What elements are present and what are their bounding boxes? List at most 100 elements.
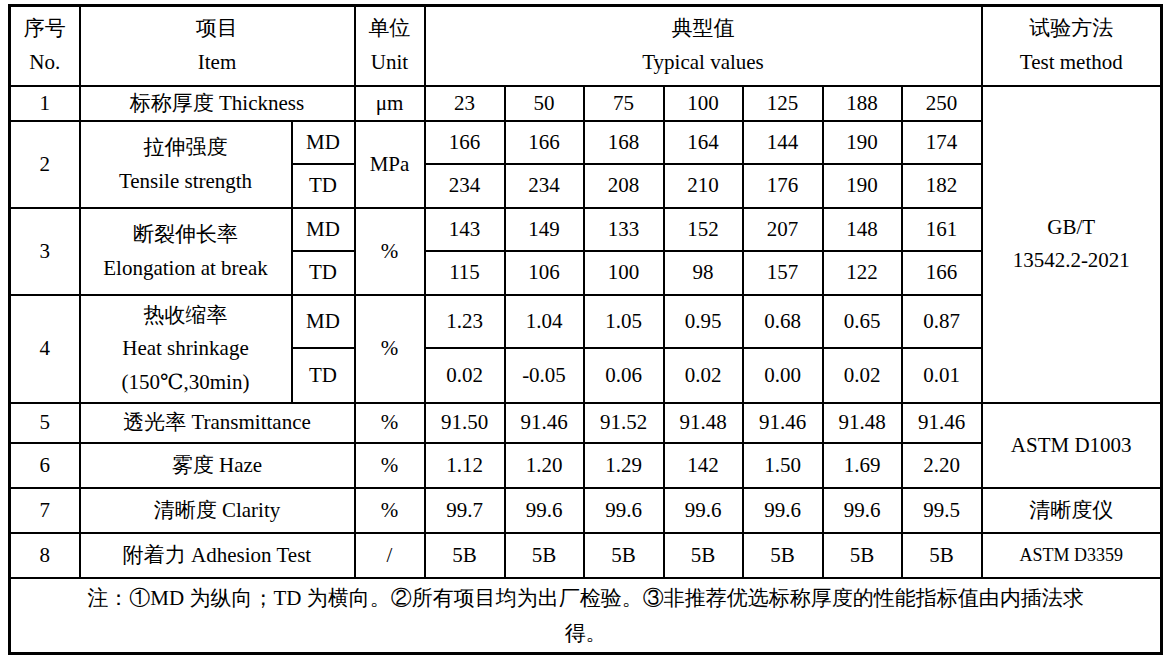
unit-cell: % <box>355 488 425 533</box>
value-cell: 5B <box>743 533 823 578</box>
direction-cell-td: TD <box>292 251 355 295</box>
direction-cell-md: MD <box>292 208 355 251</box>
header-typical-values: 典型值 Typical values <box>425 6 982 86</box>
unit-cell: % <box>355 208 425 295</box>
value-cell: 157 <box>743 251 823 295</box>
value-cell: 91.46 <box>902 403 982 443</box>
item-cell-elongation: 断裂伸长率 Elongation at break <box>80 208 292 295</box>
value-cell: 174 <box>902 121 982 164</box>
value-cell: 5B <box>902 533 982 578</box>
unit-cell: μm <box>355 86 425 122</box>
row-number-cell: 3 <box>10 208 80 295</box>
method-cell-clarity-meter: 清晰度仪 <box>982 488 1162 533</box>
method-cell-gbt: GB/T 13542.2-2021 <box>982 86 1162 404</box>
value-cell: 1.29 <box>584 443 664 488</box>
value-cell: 50 <box>505 86 584 122</box>
value-cell: 0.06 <box>584 348 664 403</box>
value-cell: 5B <box>823 533 902 578</box>
row-adhesion: 8 附着力 Adhesion Test / 5B 5B 5B 5B 5B 5B … <box>10 533 1162 578</box>
value-cell: 99.5 <box>902 488 982 533</box>
value-cell: 176 <box>743 164 823 208</box>
direction-cell-td: TD <box>292 348 355 403</box>
value-cell: -0.05 <box>505 348 584 403</box>
value-cell: 190 <box>823 164 902 208</box>
value-cell: 0.02 <box>425 348 505 403</box>
value-cell: 250 <box>902 86 982 122</box>
value-cell: 106 <box>505 251 584 295</box>
value-cell: 99.6 <box>584 488 664 533</box>
value-cell: 144 <box>743 121 823 164</box>
unit-cell: % <box>355 295 425 403</box>
value-cell: 0.65 <box>823 295 902 348</box>
value-cell: 152 <box>664 208 743 251</box>
value-cell: 143 <box>425 208 505 251</box>
value-cell: 166 <box>505 121 584 164</box>
direction-cell-md: MD <box>292 121 355 164</box>
value-cell: 0.68 <box>743 295 823 348</box>
value-cell: 148 <box>823 208 902 251</box>
value-cell: 91.46 <box>505 403 584 443</box>
unit-cell: MPa <box>355 121 425 208</box>
value-cell: 91.50 <box>425 403 505 443</box>
value-cell: 0.02 <box>823 348 902 403</box>
item-cell-haze: 雾度 Haze <box>80 443 355 488</box>
item-cell-clarity: 清晰度 Clarity <box>80 488 355 533</box>
value-cell: 188 <box>823 86 902 122</box>
value-cell: 0.02 <box>664 348 743 403</box>
value-cell: 100 <box>664 86 743 122</box>
header-item: 项目 Item <box>80 6 355 86</box>
header-unit: 单位 Unit <box>355 6 425 86</box>
row-thickness: 1 标称厚度 Thickness μm 23 50 75 100 125 188… <box>10 86 1162 122</box>
value-cell: 142 <box>664 443 743 488</box>
item-cell-transmittance: 透光率 Transmittance <box>80 403 355 443</box>
value-cell: 99.6 <box>823 488 902 533</box>
value-cell: 91.46 <box>743 403 823 443</box>
value-cell: 161 <box>902 208 982 251</box>
value-cell: 166 <box>902 251 982 295</box>
value-cell: 99.6 <box>505 488 584 533</box>
value-cell: 91.48 <box>823 403 902 443</box>
value-cell: 0.87 <box>902 295 982 348</box>
value-cell: 2.20 <box>902 443 982 488</box>
value-cell: 23 <box>425 86 505 122</box>
unit-cell: / <box>355 533 425 578</box>
value-cell: 234 <box>505 164 584 208</box>
value-cell: 0.95 <box>664 295 743 348</box>
value-cell: 75 <box>584 86 664 122</box>
value-cell: 149 <box>505 208 584 251</box>
value-cell: 99.6 <box>664 488 743 533</box>
value-cell: 0.00 <box>743 348 823 403</box>
value-cell: 1.04 <box>505 295 584 348</box>
value-cell: 99.6 <box>743 488 823 533</box>
row-number-cell: 4 <box>10 295 80 403</box>
direction-cell-md: MD <box>292 295 355 348</box>
method-cell-astm-d3359: ASTM D3359 <box>982 533 1162 578</box>
direction-cell-td: TD <box>292 164 355 208</box>
unit-cell: % <box>355 443 425 488</box>
value-cell: 1.05 <box>584 295 664 348</box>
value-cell: 125 <box>743 86 823 122</box>
item-cell-tensile: 拉伸强度 Tensile strength <box>80 121 292 208</box>
row-transmittance: 5 透光率 Transmittance % 91.50 91.46 91.52 … <box>10 403 1162 443</box>
item-cell-shrinkage: 热收缩率 Heat shrinkage (150℃,30min) <box>80 295 292 403</box>
row-clarity: 7 清晰度 Clarity % 99.7 99.6 99.6 99.6 99.6… <box>10 488 1162 533</box>
value-cell: 168 <box>584 121 664 164</box>
value-cell: 133 <box>584 208 664 251</box>
value-cell: 115 <box>425 251 505 295</box>
value-cell: 207 <box>743 208 823 251</box>
value-cell: 1.12 <box>425 443 505 488</box>
value-cell: 0.01 <box>902 348 982 403</box>
value-cell: 122 <box>823 251 902 295</box>
value-cell: 1.23 <box>425 295 505 348</box>
value-cell: 5B <box>664 533 743 578</box>
value-cell: 208 <box>584 164 664 208</box>
value-cell: 5B <box>584 533 664 578</box>
value-cell: 100 <box>584 251 664 295</box>
row-number-cell: 8 <box>10 533 80 578</box>
value-cell: 1.50 <box>743 443 823 488</box>
spec-table: 序号 No. 项目 Item 单位 Unit 典型值 Typical value… <box>8 4 1163 655</box>
value-cell: 91.52 <box>584 403 664 443</box>
header-no: 序号 No. <box>10 6 80 86</box>
row-number-cell: 5 <box>10 403 80 443</box>
value-cell: 99.7 <box>425 488 505 533</box>
